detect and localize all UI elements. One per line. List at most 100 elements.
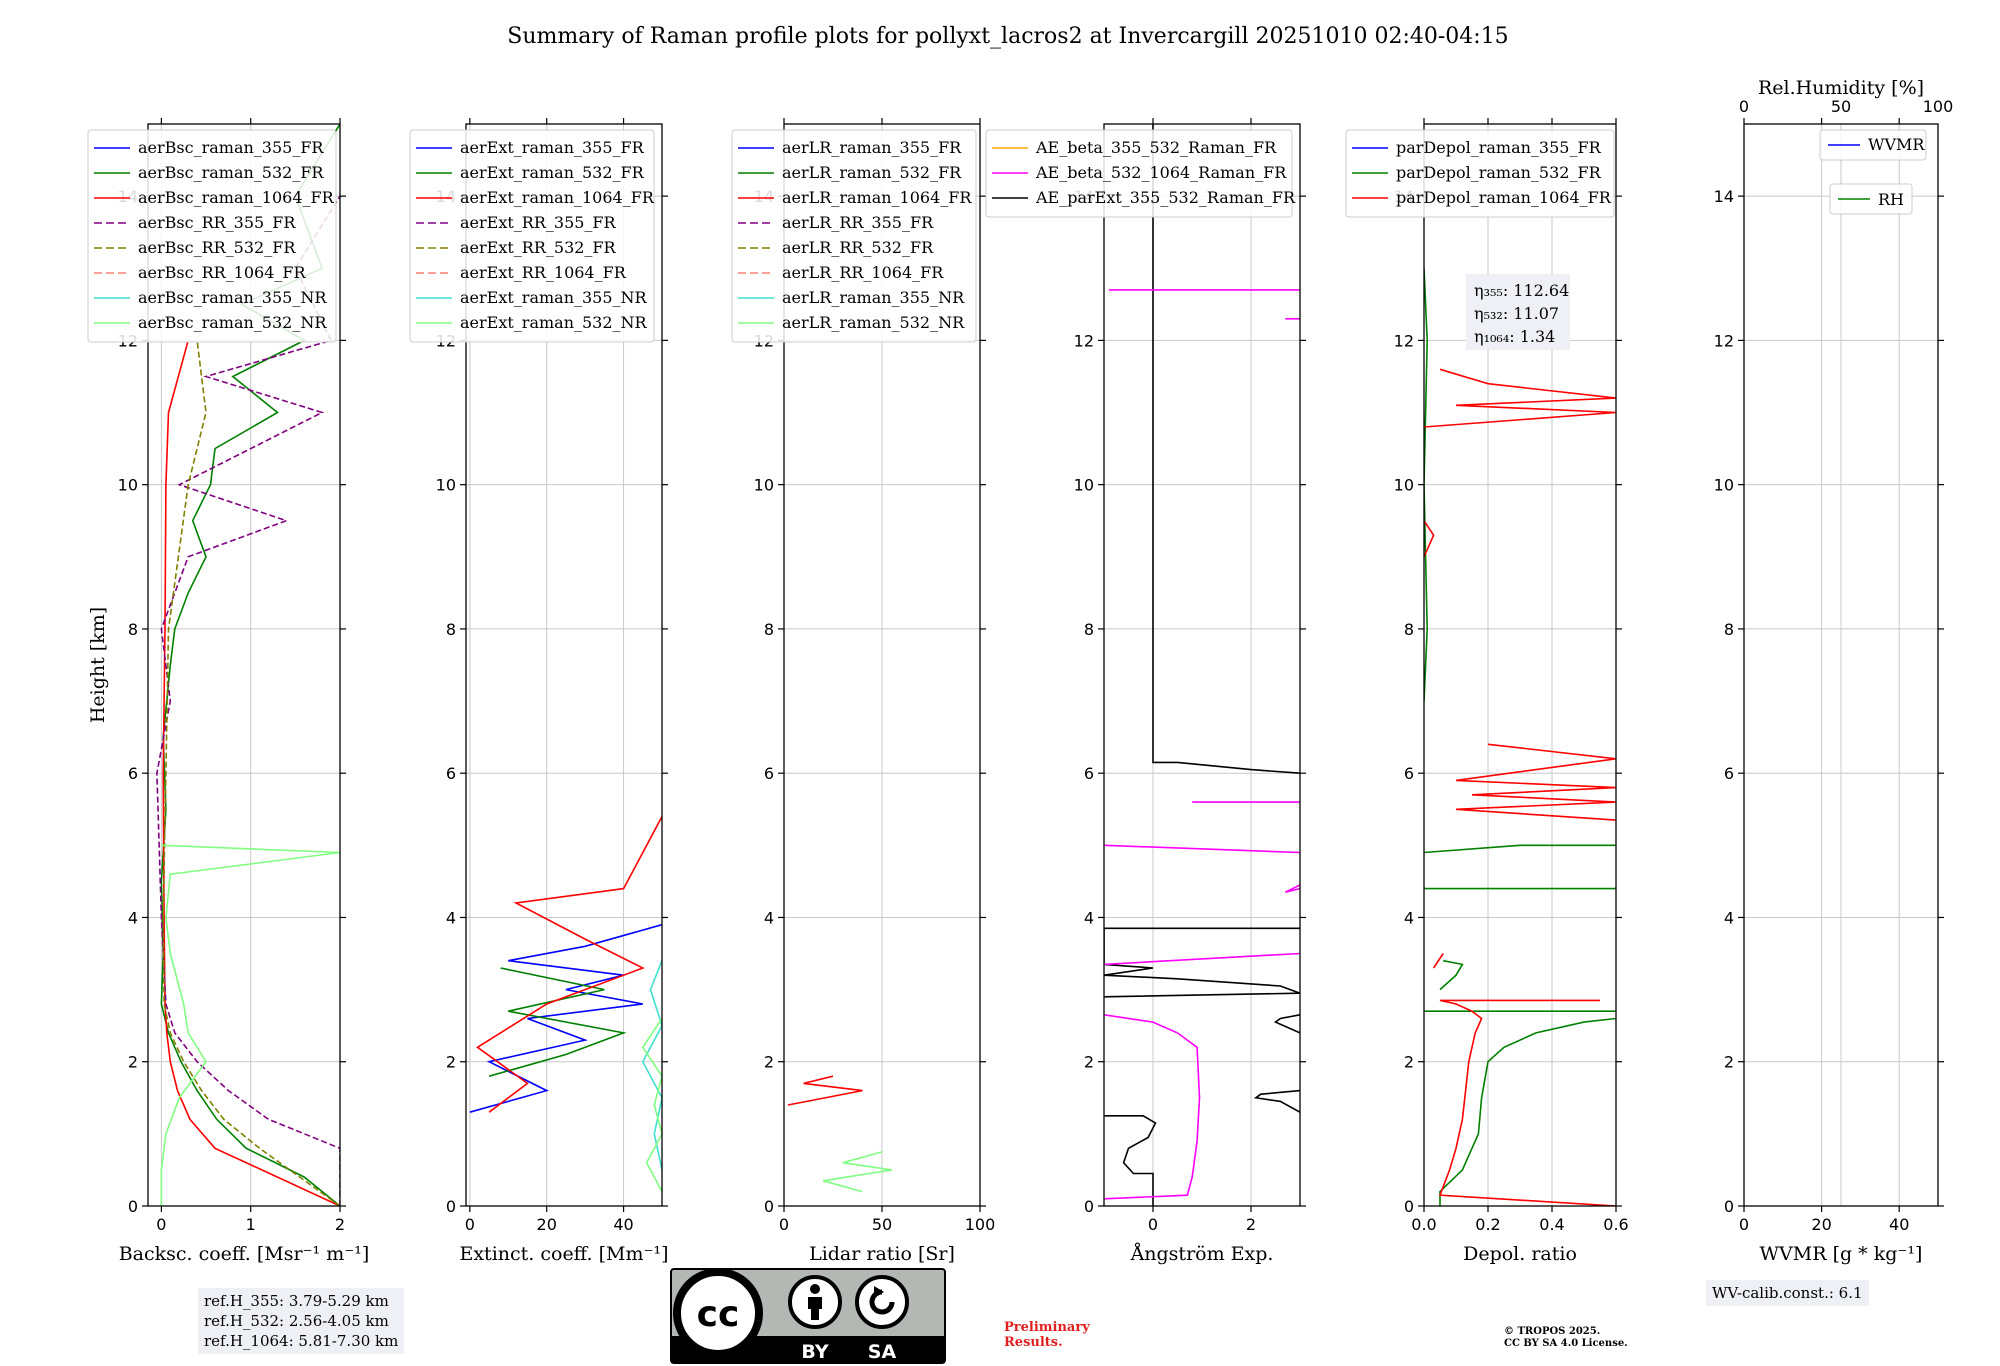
legend-box-rh: [1829, 183, 1913, 215]
series-line-AE_parExt_355_532_Raman_FR: [1253, 1089, 1300, 1113]
y-tick-label: 4: [128, 908, 138, 927]
series-line-aerExt_raman_532_NR: [641, 1018, 662, 1192]
y-tick-label: 6: [128, 764, 138, 783]
legend-entry: AE_beta_532_1064_Raman_FR: [1035, 163, 1287, 182]
preliminary-note: Preliminary Results.: [1004, 1320, 1090, 1350]
series-line-parDepol_raman_1064_FR: [1438, 999, 1616, 1206]
y-tick-label: 10: [1714, 476, 1734, 495]
legend-box-wvmr: [1819, 129, 1927, 161]
x-tick-label: 50: [872, 1215, 892, 1234]
y-tick-label: 8: [446, 620, 456, 639]
legend-entry: aerLR_raman_532_NR: [782, 313, 965, 332]
legend-entry-wvmr: WVMR: [1868, 135, 1925, 154]
y-tick-label: 2: [1724, 1053, 1734, 1072]
series-line-parDepol_raman_1064_FR: [1424, 520, 1435, 558]
series-line-aerLR_raman_1064_FR: [787, 1075, 863, 1106]
x2-tick-label: 100: [1923, 97, 1954, 116]
legend-entry: aerBsc_RR_355_FR: [138, 213, 296, 232]
y-tick-label: 4: [764, 908, 774, 927]
y-tick-label: 2: [764, 1053, 774, 1072]
y-tick-label: 2: [1084, 1053, 1094, 1072]
x-axis-label: Ångström Exp.: [1130, 1243, 1274, 1265]
series-line-AE_parExt_355_532_Raman_FR: [1104, 1115, 1157, 1206]
panel-lidar_ratio: 05010002468101214Lidar ratio [Sr]aerLR_r…: [731, 118, 995, 1265]
legend: aerLR_raman_355_FR aerLR_raman_532_FR aerL…: [731, 129, 977, 343]
legend-entry: parDepol_raman_355_FR: [1396, 138, 1602, 157]
panel-extinction: 0204002468101214Extinct. coeff. [Mm⁻¹]ae…: [409, 118, 669, 1265]
attribution-person-icon: [788, 1275, 842, 1329]
copyright-line-2: CC BY SA 4.0 License.: [1504, 1338, 1628, 1349]
y-tick-label: 8: [1724, 620, 1734, 639]
legend-entry: AE_beta_355_532_Raman_FR: [1035, 138, 1277, 157]
panel-depol: 0.00.20.40.602468101214Depol. ratioparDe…: [1345, 118, 1629, 1265]
share-alike-icon: [855, 1275, 909, 1329]
plot-area: [787, 1075, 892, 1193]
series-line-aerExt_raman_532_FR: [488, 967, 627, 1077]
x-tick-label: 2: [1246, 1215, 1256, 1234]
svg-text:cc: cc: [697, 1294, 740, 1335]
legend-entry: parDepol_raman_1064_FR: [1396, 188, 1612, 207]
figure-title: Summary of Raman profile plots for polly…: [507, 24, 1508, 49]
y-tick-label: 4: [1404, 908, 1414, 927]
axes-frame: [1103, 123, 1301, 1207]
y-tick-label: 8: [128, 620, 138, 639]
y-tick-label: 10: [1394, 476, 1414, 495]
ref-height-355: ref.H_355: 3.79-5.29 km: [204, 1292, 389, 1310]
panel-wvmr: 0 20 40 0 50 100 0 2 4 6 8 10 12 14 WVMR [g * kg⁻¹] Rel…: [1714, 77, 1954, 1265]
x2-tick-label: 0: [1739, 97, 1749, 116]
x-tick-label: 1: [246, 1215, 256, 1234]
series-line-AE_beta_532_1064_Raman_FR: [1104, 844, 1300, 854]
series-line-parDepol_raman_532_FR: [1424, 844, 1616, 854]
legend-entry: aerExt_raman_355_NR: [460, 288, 648, 307]
eta-box: [1466, 274, 1570, 350]
y-tick-label: 4: [446, 908, 456, 927]
x-axis-label: Backsc. coeff. [Msr⁻¹ m⁻¹]: [119, 1243, 370, 1265]
y-tick-label: 12: [1074, 331, 1094, 350]
x-tick-label: 0.6: [1603, 1215, 1628, 1234]
y-tick-label: 6: [1724, 764, 1734, 783]
legend-entry: aerLR_RR_355_FR: [782, 213, 934, 232]
x-axis-label: Extinct. coeff. [Mm⁻¹]: [459, 1243, 668, 1265]
legend-entry: aerLR_raman_355_NR: [782, 288, 965, 307]
y-tick-label: 10: [754, 476, 774, 495]
legend: aerBsc_raman_355_FR aerBsc_raman_532_FRae…: [87, 129, 337, 343]
preliminary-line-2: Results.: [1004, 1335, 1063, 1350]
plot-area: [1424, 268, 1616, 1206]
panels: 01202468101214Backsc. coeff. [Msr⁻¹ m⁻¹]…: [87, 77, 1954, 1265]
legend-entry: aerLR_raman_1064_FR: [782, 188, 972, 207]
legend: AE_beta_355_532_Raman_FR AE_beta_532_1064…: [985, 129, 1296, 218]
cc-by-sa-badge: cc BY SA: [670, 1268, 946, 1364]
y-tick-label: 8: [764, 620, 774, 639]
badge-by-label: BY: [801, 1341, 828, 1363]
axes-frame: [147, 123, 341, 1207]
badge-sa-label: SA: [868, 1341, 897, 1363]
legend-entry: aerBsc_RR_532_FR: [138, 238, 296, 257]
y-tick-label: 2: [128, 1053, 138, 1072]
legend-entry: aerLR_RR_1064_FR: [782, 263, 944, 282]
copyright-note: © TROPOS 2025. CC BY SA 4.0 License.: [1504, 1326, 1628, 1350]
x-tick-label: 0: [779, 1215, 789, 1234]
y-axis-label: Height [km]: [87, 607, 109, 723]
x-axis-label: Lidar ratio [Sr]: [809, 1243, 955, 1265]
y-tick-label: 6: [1404, 764, 1414, 783]
series-line-aerBsc_RR_532_FR: [162, 340, 340, 1206]
series-line-parDepol_raman_532_FR: [1424, 268, 1429, 702]
y-tick-label: 12: [1714, 331, 1734, 350]
series-line-AE_parExt_355_532_Raman_FR: [1152, 124, 1300, 774]
legend-entry: aerExt_RR_1064_FR: [460, 263, 627, 282]
y-tick-label: 2: [1404, 1053, 1414, 1072]
legend-entry: aerLR_RR_532_FR: [782, 238, 934, 257]
legend-entry: aerExt_raman_355_FR: [460, 138, 645, 157]
x-tick-label: 0.2: [1475, 1215, 1500, 1234]
axes-frame: [1743, 123, 1939, 1207]
x-tick-label: 0: [156, 1215, 166, 1234]
y-tick-label: 12: [1394, 331, 1414, 350]
x-tick-label: 20: [537, 1215, 557, 1234]
legend-box: [985, 129, 1293, 218]
legend: aerExt_raman_355_FR aerExt_raman_532_FRae…: [409, 129, 655, 343]
legend-entry: aerExt_RR_355_FR: [460, 213, 617, 232]
series-line-aerExt_raman_355_FR: [469, 923, 662, 1113]
y-tick-label: 0: [1724, 1197, 1734, 1216]
eta-value: η₅₃₂: 11.07: [1474, 304, 1559, 323]
y-tick-label: 6: [446, 764, 456, 783]
